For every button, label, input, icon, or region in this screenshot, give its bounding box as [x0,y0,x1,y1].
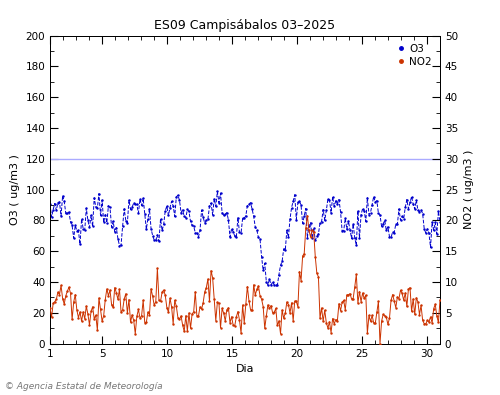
X-axis label: Dia: Dia [236,364,255,374]
Text: © Agencia Estatal de Meteorología: © Agencia Estatal de Meteorología [5,382,162,391]
Title: ES09 Campisábalos 03–2025: ES09 Campisábalos 03–2025 [154,19,336,32]
Y-axis label: NO2 ( ug/m3 ): NO2 ( ug/m3 ) [464,150,473,229]
Legend: O3, NO2: O3, NO2 [394,41,435,70]
Y-axis label: O3 ( ug/m3 ): O3 ( ug/m3 ) [10,154,20,225]
